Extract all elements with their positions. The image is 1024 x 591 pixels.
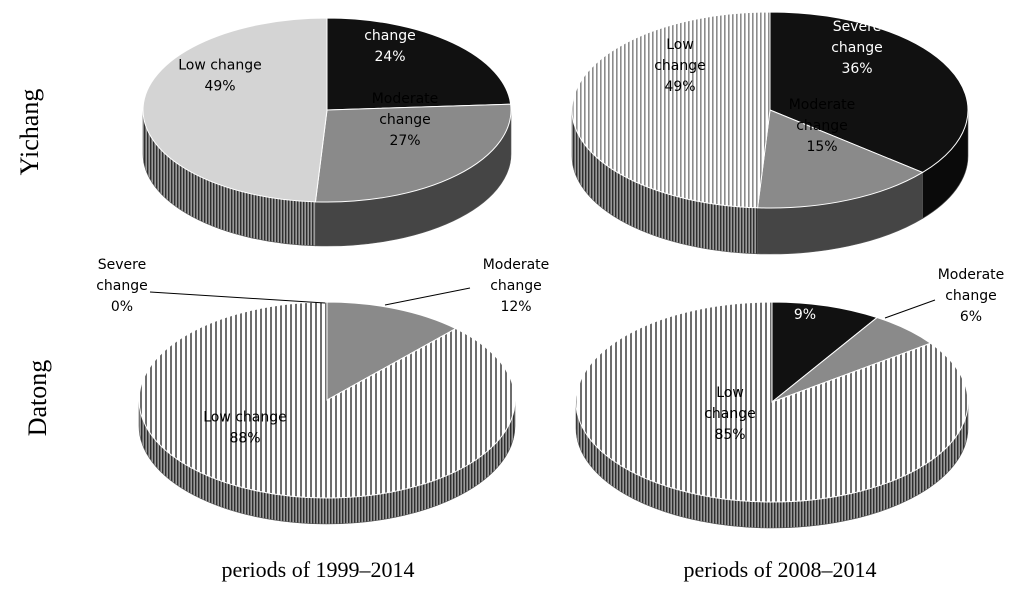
- data-label-low-change: Low change 49%: [654, 37, 706, 95]
- data-label-low-change: Low change 88%: [203, 410, 287, 447]
- data-label-severe-change: Severe change 9%: [779, 265, 831, 323]
- data-label-moderate-change: Moderate change 15%: [789, 97, 856, 155]
- data-label-severe-change: Severe change 24%: [364, 7, 416, 65]
- pie-slice-severe-change: [771, 301, 879, 404]
- pie-yichang-2008-2014: Severe change 36% Moderate change 15% Low chang…: [571, 11, 969, 255]
- row-label-datong: Datong: [23, 360, 52, 437]
- column-label-1999-2014: periods of 1999–2014: [221, 557, 414, 582]
- leader-line-severe-change: [149, 291, 326, 304]
- leader-line-moderate-change: [884, 299, 936, 319]
- pie-datong-2008-2014: Severe change 9% Moderate change 6% Low change 8…: [575, 265, 1005, 529]
- data-label-moderate-change: Moderate change 12%: [483, 257, 550, 315]
- data-label-low-change: Low change 85%: [704, 385, 756, 443]
- data-label-low-change: Low change 49%: [178, 58, 262, 95]
- pie-slice-severe-change: [326, 17, 512, 111]
- data-label-moderate-change: Moderate change 27%: [372, 91, 439, 149]
- column-label-2008-2014: periods of 2008–2014: [683, 557, 876, 582]
- pie-slice-low-change: [575, 301, 969, 503]
- pie-yichang-1999-2014: Severe change 24% Moderate change 27% Low chan…: [142, 7, 512, 247]
- leader-line-moderate-change: [384, 287, 471, 306]
- data-label-severe-change: Severe change 0%: [96, 257, 148, 315]
- pie-slice-low-change: [571, 11, 771, 209]
- pie-slice-moderate-change: [326, 301, 457, 401]
- pie-slice-low-change: [138, 301, 516, 499]
- data-label-moderate-change: Moderate change 6%: [938, 267, 1005, 325]
- pie-slice-moderate-change: [314, 103, 512, 203]
- pie-slice-severe-change: [769, 11, 969, 174]
- pie-slice-low-change: [142, 17, 328, 203]
- data-label-severe-change: Severe change 36%: [831, 19, 883, 77]
- row-label-yichang: Yichang: [15, 89, 44, 176]
- pie-datong-1999-2014: Severe change 0% Moderate change 12% Low chang…: [96, 257, 550, 525]
- pie-slice-moderate-change: [757, 109, 924, 209]
